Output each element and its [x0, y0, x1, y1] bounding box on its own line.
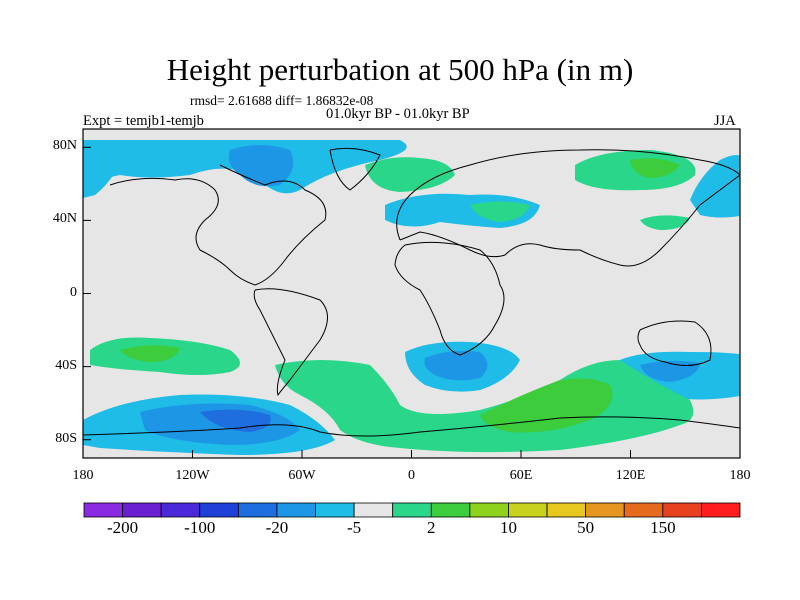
contour-npacific-neg [690, 155, 740, 218]
season-label: JJA [714, 113, 736, 129]
period-label: 01.0kyr BP - 01.0kyr BP [326, 106, 470, 122]
lat-label: 80N [52, 138, 77, 154]
contour-npacific-neg2 [83, 147, 120, 198]
colorbar-swatch [662, 502, 702, 518]
colorbar-label: 50 [577, 518, 595, 537]
colorbar-swatch [315, 502, 355, 518]
map-title: Height perturbation at 500 hPa (in m) [166, 52, 634, 87]
colorbar-label: -100 [184, 518, 216, 537]
lon-label: 120W [175, 468, 210, 483]
contour-eindian-core [640, 360, 700, 382]
contour-siberia-core [630, 158, 680, 178]
lon-label: 180 [729, 468, 751, 483]
colorbar-swatch [508, 502, 548, 518]
colorbar-swatch [160, 502, 201, 518]
colorbar-swatch [199, 502, 239, 518]
colorbar-swatch [392, 502, 432, 518]
coast-africa [394, 241, 505, 356]
lon-label: 60E [509, 468, 533, 483]
coast-south-america [253, 288, 328, 397]
colorbar-swatch [276, 502, 316, 518]
colorbar-label: 2 [427, 518, 436, 537]
colorbar-swatch [701, 502, 741, 518]
colorbar-swatch [83, 502, 123, 518]
contour-hudson-neg [228, 145, 294, 187]
lon-label: 180 [72, 468, 94, 483]
colorbar [83, 502, 741, 518]
colorbar-swatch [469, 502, 509, 518]
contour-asia-pos [365, 157, 455, 192]
contour-caspian-pos [470, 201, 530, 222]
contour-japan-pos [640, 215, 690, 230]
colorbar-swatch [585, 502, 625, 518]
colorbar-swatch [237, 502, 278, 518]
lat-label: 80S [55, 430, 77, 446]
colorbar-swatch [122, 502, 162, 518]
contour-spacific-core [120, 345, 180, 362]
colorbar-swatch [353, 502, 394, 518]
contour-antarctic-core [480, 378, 613, 433]
coast-greenland [329, 147, 381, 191]
colorbar-label: -200 [106, 518, 139, 537]
coastlines [83, 147, 740, 437]
colorbar-label: -20 [265, 518, 289, 537]
lon-label: 120E [615, 468, 646, 483]
coast-australia [637, 320, 712, 366]
colorbar-swatch [430, 502, 471, 518]
colorbar-label: 10 [499, 518, 517, 537]
lat-label: 0 [70, 284, 77, 300]
stats-label: rmsd= 2.61688 diff= 1.86832e-08 [190, 93, 374, 108]
contour-fields [83, 140, 740, 455]
colorbar-label: 150 [650, 518, 676, 537]
colorbar-swatch [623, 502, 664, 518]
contour-safrica-core [424, 350, 488, 381]
lon-label: 60W [288, 468, 316, 483]
experiment-label: Expt = temjb1-temjb [83, 113, 204, 129]
colorbar-swatch [546, 502, 587, 518]
axis-ticks [82, 146, 741, 458]
coast-antarctica [83, 416, 740, 437]
colorbar-label: -5 [347, 518, 362, 537]
coast-north-america [109, 164, 327, 286]
lon-label: 0 [408, 468, 415, 483]
lat-label: 40N [52, 211, 77, 227]
lat-label: 40S [55, 357, 77, 373]
